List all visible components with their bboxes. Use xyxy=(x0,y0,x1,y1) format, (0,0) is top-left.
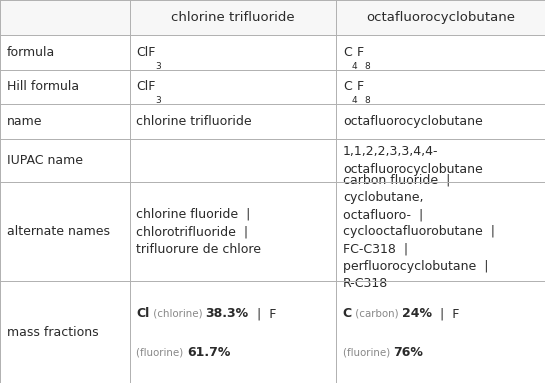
Text: 8: 8 xyxy=(364,62,370,71)
Text: IUPAC name: IUPAC name xyxy=(7,154,82,167)
Text: Cl: Cl xyxy=(136,307,149,320)
Text: 4: 4 xyxy=(352,62,357,71)
Text: 4: 4 xyxy=(352,96,357,105)
Bar xyxy=(0,0,545,35)
Text: 24%: 24% xyxy=(402,307,432,320)
Text: 3: 3 xyxy=(156,62,161,71)
Text: C: C xyxy=(343,80,352,93)
Text: mass fractions: mass fractions xyxy=(7,326,98,339)
Text: chlorine trifluoride: chlorine trifluoride xyxy=(171,11,295,24)
Text: ClF: ClF xyxy=(136,80,156,93)
Text: 1,1,2,2,3,3,4,4-
octafluorocyclobutane: 1,1,2,2,3,3,4,4- octafluorocyclobutane xyxy=(343,145,482,176)
Text: Hill formula: Hill formula xyxy=(7,80,78,93)
Text: chlorine trifluoride: chlorine trifluoride xyxy=(136,115,252,128)
Text: (fluorine): (fluorine) xyxy=(343,347,393,357)
Text: alternate names: alternate names xyxy=(7,225,110,238)
Text: chlorine fluoride  |
chlorotrifluoride  |
trifluorure de chlore: chlorine fluoride | chlorotrifluoride | … xyxy=(136,207,261,256)
Text: octafluorocyclobutane: octafluorocyclobutane xyxy=(366,11,515,24)
Text: formula: formula xyxy=(7,46,55,59)
Text: C: C xyxy=(343,46,352,59)
Text: (fluorine): (fluorine) xyxy=(136,347,187,357)
Text: F: F xyxy=(357,80,364,93)
Text: |  F: | F xyxy=(432,307,459,320)
Text: |  F: | F xyxy=(249,307,276,320)
Text: (chlorine): (chlorine) xyxy=(149,309,205,319)
Text: (carbon): (carbon) xyxy=(352,309,402,319)
Text: 3: 3 xyxy=(156,96,161,105)
Text: C: C xyxy=(343,307,352,320)
Text: octafluorocyclobutane: octafluorocyclobutane xyxy=(343,115,482,128)
Text: name: name xyxy=(7,115,42,128)
Text: ClF: ClF xyxy=(136,46,156,59)
Text: 61.7%: 61.7% xyxy=(187,346,230,359)
Text: 38.3%: 38.3% xyxy=(205,307,249,320)
Text: 8: 8 xyxy=(364,96,370,105)
Text: F: F xyxy=(357,46,364,59)
Text: 76%: 76% xyxy=(393,346,423,359)
Text: carbon fluoride  |
cyclobutane,
octafluoro-  |
cyclooctafluorobutane  |
FC-C318 : carbon fluoride | cyclobutane, octafluor… xyxy=(343,173,495,290)
